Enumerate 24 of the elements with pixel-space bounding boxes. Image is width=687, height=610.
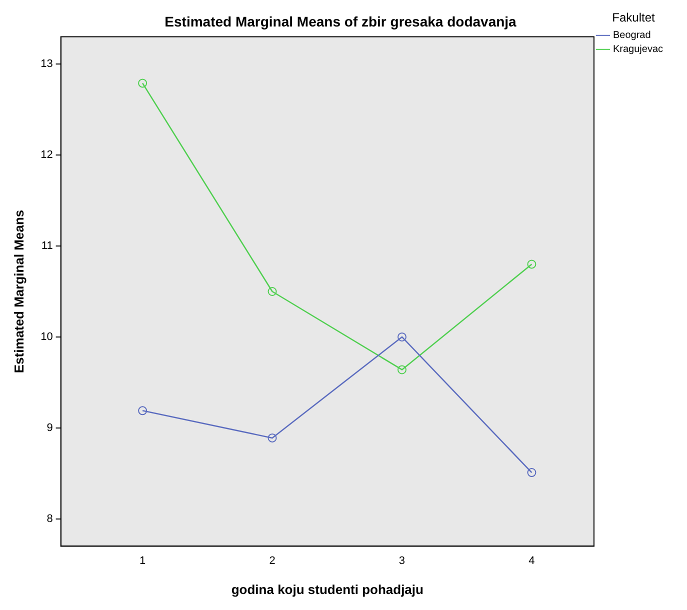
legend-title: Fakultet (612, 10, 656, 24)
x-axis-title: godina koju studenti pohadjaju (231, 582, 424, 597)
x-tick-label: 3 (398, 554, 406, 567)
point (397, 365, 406, 374)
y-tick-label: 8 (46, 512, 53, 525)
x-tick-label: 4 (528, 554, 535, 567)
point (268, 433, 277, 442)
legend-label: Beograd (612, 30, 651, 42)
point (397, 332, 406, 342)
point (527, 260, 536, 269)
y-tick-label: 13 (40, 58, 53, 70)
y-tick-label: 9 (46, 422, 53, 434)
point (138, 78, 148, 88)
chart-title: Estimated Marginal Means of zbir gresaka dodavanja (164, 13, 517, 30)
y-tick-label: 11 (41, 240, 53, 252)
y-axis-title: Estimated Marginal Means (11, 210, 26, 374)
y-tick-label: 12 (40, 149, 53, 162)
point (268, 287, 277, 296)
legend-label: Kragujevac (612, 44, 663, 56)
x-tick-label: 1 (139, 554, 146, 567)
point (527, 468, 536, 478)
x-tick-label: 2 (269, 554, 276, 567)
point (138, 406, 148, 416)
y-tick-label: 10 (40, 331, 53, 344)
